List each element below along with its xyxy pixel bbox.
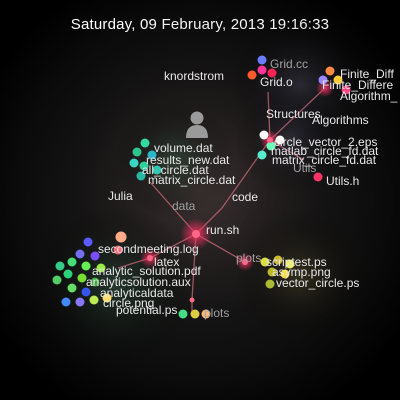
directory-label: Julia xyxy=(108,189,133,203)
file-node xyxy=(96,263,106,273)
file-node xyxy=(61,297,71,307)
file-label: matrix_circle_fd.dat xyxy=(272,153,377,167)
file-node xyxy=(267,267,277,277)
file-label: scriptest.ps xyxy=(266,255,327,269)
file-label: circle_vector_2.eps xyxy=(274,135,377,149)
node-cluster-data xyxy=(129,138,162,181)
ambient-glows xyxy=(20,10,380,370)
file-node xyxy=(75,249,85,259)
file-node xyxy=(90,251,100,261)
file-node xyxy=(260,257,270,267)
directory-label: data xyxy=(172,199,196,213)
file-node xyxy=(147,150,157,160)
file-node xyxy=(81,287,91,297)
directory-node xyxy=(147,255,153,261)
file-node xyxy=(273,255,283,265)
user-label: knordstrom xyxy=(164,69,224,83)
directory-label: Structures xyxy=(266,107,321,121)
file-node xyxy=(280,269,290,279)
file-label: all_circle.dat xyxy=(142,163,209,177)
directory-label: code xyxy=(232,190,258,204)
file-node xyxy=(257,150,267,160)
file-node xyxy=(77,273,87,283)
file-node xyxy=(265,279,275,289)
directory-node xyxy=(267,137,273,143)
file-node xyxy=(55,261,65,271)
file-node xyxy=(140,138,150,148)
file-label: analyticsolution.aux xyxy=(86,275,191,289)
directory-label: Utils xyxy=(293,161,316,175)
file-node xyxy=(267,68,277,78)
file-label: analytic_solution.pdf xyxy=(92,264,201,278)
file-node xyxy=(63,269,73,279)
file-label: asymp.png xyxy=(272,265,331,279)
file-label: potential.ps xyxy=(116,303,177,317)
file-node xyxy=(113,245,123,255)
file-node xyxy=(139,161,149,171)
file-label: volume.dat xyxy=(154,141,213,155)
file-label: matrix_circle.dat xyxy=(148,173,236,187)
hub-nodes xyxy=(147,137,273,303)
file-node xyxy=(325,66,335,76)
directory-node xyxy=(242,259,248,265)
file-node xyxy=(313,172,323,182)
file-label: results_new.dat xyxy=(146,153,230,167)
file-label: analyticaldata xyxy=(100,286,174,300)
directory-label: Algorithms xyxy=(312,113,369,127)
file-node xyxy=(318,75,328,85)
file-node xyxy=(102,293,112,303)
file-label: Finite_Diff xyxy=(340,67,394,81)
file-label: Finite_Differe xyxy=(322,78,393,92)
person-icon[interactable] xyxy=(186,111,208,139)
file-node xyxy=(333,75,343,85)
file-label: run.sh xyxy=(206,223,239,237)
directory-node xyxy=(192,230,200,238)
directory-label: plots xyxy=(204,306,229,320)
file-node xyxy=(341,85,351,95)
file-node xyxy=(201,309,211,319)
file-label: Algorithm_ xyxy=(340,89,398,103)
directory-node xyxy=(189,297,195,303)
graph-labels: knordstrom Julia data code latex plots p… xyxy=(86,57,398,320)
file-node xyxy=(259,130,269,140)
file-node xyxy=(132,147,142,157)
file-node xyxy=(136,171,146,181)
file-node xyxy=(266,141,276,151)
file-node xyxy=(75,297,85,307)
file-node xyxy=(257,65,267,75)
file-node xyxy=(257,55,267,65)
file-node xyxy=(152,165,162,175)
node-cluster-latex xyxy=(52,231,127,307)
file-label: Grid.o xyxy=(260,75,293,89)
file-node xyxy=(67,257,77,267)
file-node xyxy=(129,158,139,168)
node-cluster-plots xyxy=(178,255,295,319)
file-label: vector_circle.ps xyxy=(276,276,359,290)
file-node xyxy=(115,231,127,243)
file-node xyxy=(190,309,200,319)
file-label: matlab_circle_fd.dat xyxy=(271,144,379,158)
file-node xyxy=(89,295,99,305)
file-node xyxy=(52,275,62,285)
file-node xyxy=(275,135,285,145)
file-node xyxy=(83,237,93,247)
file-label: secondmeeting.log xyxy=(98,242,199,256)
file-node xyxy=(90,277,100,287)
directory-label: latex xyxy=(154,255,179,269)
file-node xyxy=(81,261,91,271)
file-label: Grid.cc xyxy=(270,57,308,71)
directory-label: plots xyxy=(236,251,261,265)
file-node xyxy=(178,309,188,319)
file-label: Utils.h xyxy=(326,174,359,188)
file-node xyxy=(67,283,77,293)
node-cluster-code xyxy=(247,55,351,182)
file-node xyxy=(285,259,295,269)
file-node xyxy=(247,70,257,80)
file-label: circle.png xyxy=(103,296,154,310)
